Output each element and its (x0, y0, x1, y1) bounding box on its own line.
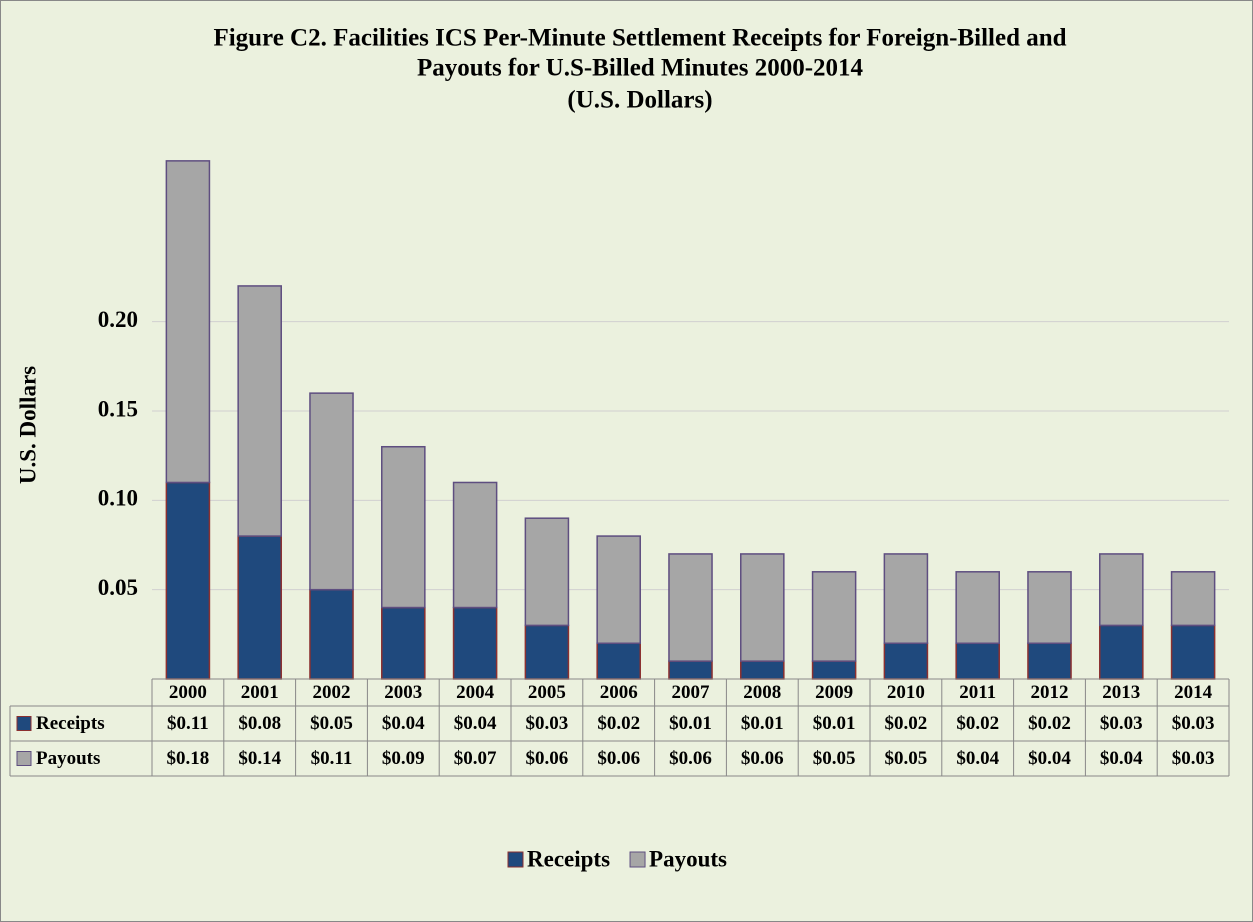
data-label: $0.06 (741, 748, 784, 769)
data-label: $0.04 (1100, 748, 1143, 769)
data-label: $0.05 (310, 713, 353, 734)
x-tick-label: 2008 (743, 682, 781, 703)
data-label: $0.14 (238, 748, 281, 769)
data-label: $0.01 (813, 713, 856, 734)
bar-segment (237, 535, 282, 680)
data-label: $0.03 (1172, 748, 1215, 769)
bar-segment (955, 571, 1000, 645)
x-tick-label: 2010 (887, 682, 925, 703)
data-label: $0.06 (597, 748, 640, 769)
data-label: $0.05 (813, 748, 856, 769)
bar-segment (668, 553, 713, 662)
data-label: $0.06 (669, 748, 712, 769)
x-tick-label: 2001 (241, 682, 279, 703)
bar-segment (740, 660, 785, 680)
chart-title: Payouts for U.S-Billed Minutes 2000-2014 (417, 55, 864, 82)
y-tick-label: 0.10 (98, 486, 138, 511)
bar-segment (1170, 624, 1216, 680)
data-label: $0.07 (454, 748, 497, 769)
data-label: $0.04 (382, 713, 425, 734)
bar-segment (668, 660, 713, 680)
bar-segment (955, 642, 1000, 680)
x-tick-label: 2004 (456, 682, 495, 703)
x-tick-label: 2011 (959, 682, 996, 703)
bar-segment (165, 160, 211, 484)
x-tick-label: 2000 (169, 682, 207, 703)
data-label: $0.08 (238, 713, 281, 734)
data-label: $0.04 (1028, 748, 1071, 769)
legend-label: Payouts (649, 846, 727, 871)
x-tick-label: 2005 (528, 682, 566, 703)
data-label: $0.03 (1100, 713, 1143, 734)
legend-swatch (507, 851, 524, 868)
bar-segment (452, 606, 498, 680)
bar-segment (165, 481, 211, 680)
legend-swatch (16, 751, 32, 766)
y-axis-label: U.S. Dollars (15, 366, 40, 484)
y-tick-label: 0.20 (98, 307, 138, 332)
bar-segment (596, 642, 641, 680)
bar-segment (811, 571, 857, 662)
data-label: $0.03 (526, 713, 569, 734)
x-tick-label: 2002 (313, 682, 351, 703)
bar-segment (309, 392, 354, 591)
legend-swatch (16, 716, 32, 731)
data-label: $0.02 (956, 713, 999, 734)
bar-segment (381, 606, 426, 680)
table-row-label: Receipts (36, 713, 105, 734)
data-label: $0.04 (454, 713, 497, 734)
y-tick-label: 0.15 (98, 396, 138, 421)
data-label: $0.01 (741, 713, 784, 734)
data-label: $0.03 (1172, 713, 1215, 734)
x-tick-label: 2003 (384, 682, 422, 703)
bar-segment (1027, 642, 1072, 680)
data-label: $0.01 (669, 713, 712, 734)
bar-segment (740, 553, 785, 662)
bar-segment (1099, 553, 1144, 627)
bar-segment (596, 535, 641, 645)
y-tick-label: 0.05 (98, 575, 138, 600)
bar-segment (381, 445, 426, 609)
chart-title: Figure C2. Facilities ICS Per-Minute Set… (213, 25, 1066, 52)
table-row-label: Payouts (36, 748, 100, 769)
data-label: $0.02 (1028, 713, 1071, 734)
bar-segment (452, 481, 498, 609)
bar-segment (1099, 624, 1144, 680)
data-label: $0.02 (885, 713, 928, 734)
x-tick-label: 2012 (1031, 682, 1069, 703)
data-label: $0.11 (311, 748, 353, 769)
chart-subtitle: (U.S. Dollars) (567, 87, 712, 114)
bar-segment (237, 285, 282, 537)
bar-segment (883, 553, 929, 645)
legend-swatch (629, 851, 646, 868)
bar-segment (524, 517, 570, 627)
x-tick-label: 2013 (1102, 682, 1140, 703)
bar-segment (1170, 571, 1216, 627)
bar-segment (811, 660, 857, 680)
x-tick-label: 2007 (672, 682, 711, 703)
data-label: $0.05 (885, 748, 928, 769)
data-label: $0.06 (526, 748, 569, 769)
bar-segment (883, 642, 929, 680)
legend-label: Receipts (527, 846, 610, 871)
bar-segment (524, 624, 570, 680)
data-label: $0.09 (382, 748, 425, 769)
data-label: $0.11 (167, 713, 209, 734)
data-label: $0.18 (167, 748, 210, 769)
bar-segment (309, 588, 354, 680)
bar-segment (1027, 571, 1072, 645)
x-tick-label: 2009 (815, 682, 853, 703)
x-tick-label: 2006 (600, 682, 638, 703)
data-label: $0.02 (597, 713, 640, 734)
x-tick-label: 2014 (1174, 682, 1213, 703)
data-label: $0.04 (956, 748, 999, 769)
